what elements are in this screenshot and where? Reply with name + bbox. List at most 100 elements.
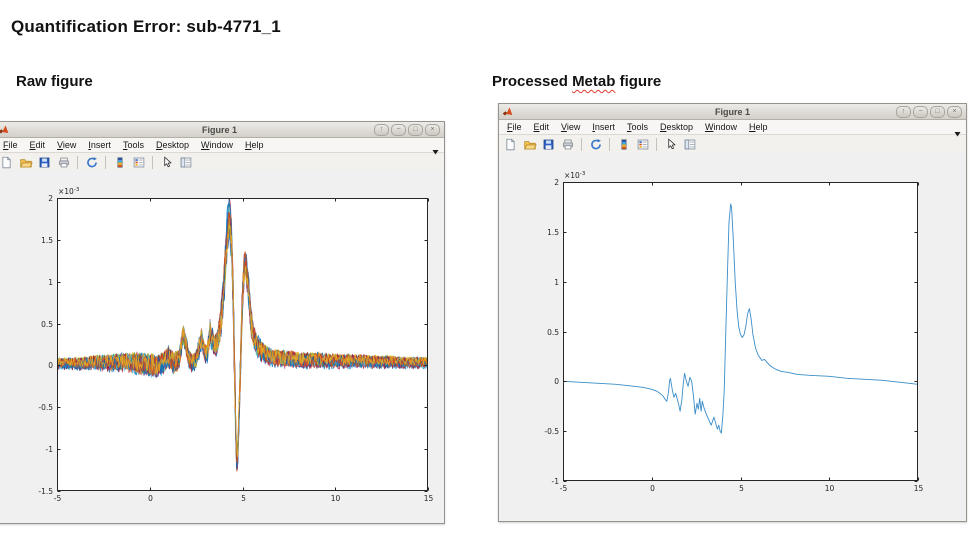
raw-figure-window: Figure 1 ↑ − □ × File Edit View Insert Tools Des… — [0, 121, 445, 524]
svg-text:10: 10 — [331, 494, 341, 503]
minimize-button[interactable]: − — [391, 123, 406, 136]
menu-item-file[interactable]: File — [3, 140, 18, 150]
svg-text:0: 0 — [554, 377, 559, 386]
processed-figure-window: Figure 1 ↑ − □ × File Edit View Insert Tools Des… — [498, 103, 967, 522]
edit-plot-icon — [667, 137, 676, 149]
print-icon — [562, 139, 573, 149]
shade-button[interactable]: ↑ — [374, 123, 389, 136]
open-icon — [19, 158, 33, 167]
save-button[interactable] — [36, 154, 53, 170]
raw-window-menubar: File Edit View Insert Tools Desktop Window Help — [0, 138, 444, 155]
menu-item-insert[interactable]: Insert — [88, 140, 111, 150]
svg-text:0.5: 0.5 — [41, 320, 53, 329]
new-figure-button[interactable] — [0, 154, 15, 170]
svg-text:2: 2 — [554, 178, 559, 187]
svg-text:1.5: 1.5 — [547, 228, 559, 237]
svg-text:2: 2 — [48, 194, 53, 203]
close-button[interactable]: × — [425, 123, 440, 136]
close-button[interactable]: × — [947, 105, 962, 118]
menubar-overflow-icon[interactable] — [432, 142, 439, 160]
insert-legend-icon — [637, 139, 648, 149]
link-plot-button[interactable] — [587, 136, 604, 152]
svg-text:×10-3: ×10-3 — [58, 187, 80, 196]
svg-text:5: 5 — [739, 484, 744, 493]
menu-item-help[interactable]: Help — [749, 122, 768, 132]
svg-text:-1: -1 — [552, 477, 560, 486]
insert-colorbar-button[interactable] — [615, 136, 632, 152]
insert-legend-button[interactable] — [130, 154, 147, 170]
toolbar-separator — [581, 137, 582, 151]
open-icon — [523, 140, 537, 149]
raw-figure-heading: Raw figure — [16, 73, 93, 90]
edit-plot-icon — [163, 155, 172, 167]
menu-item-tools[interactable]: Tools — [122, 140, 144, 150]
save-button[interactable] — [540, 136, 557, 152]
plot-browser-icon — [180, 157, 191, 167]
processed-plot-axes[interactable]: -5 0 5 10 15 -1 -0.5 0 0.5 1 1.5 2 ×10-3 — [544, 171, 923, 493]
svg-text:1: 1 — [48, 278, 53, 287]
menu-item-edit[interactable]: Edit — [533, 122, 550, 132]
svg-text:0: 0 — [650, 484, 655, 493]
menu-item-tools[interactable]: Tools — [626, 122, 648, 132]
link-plot-icon — [86, 156, 97, 167]
page-title: Quantification Error: sub-4771_1 — [11, 17, 281, 36]
raw-plot-axes[interactable]: -5 0 5 10 15 -1.5 -1 -0.5 0 0.5 1 1.5 2 ×10-3 — [38, 187, 433, 503]
svg-text:-1.5: -1.5 — [38, 487, 53, 496]
metab-figure-canvas: -5 0 5 10 15 -1 -0.5 0 0.5 1 1.5 2 ×10-3 — [499, 152, 966, 521]
plot-browser-button[interactable] — [177, 154, 194, 170]
new-figure-button[interactable] — [502, 136, 519, 152]
menu-item-desktop[interactable]: Desktop — [155, 140, 189, 150]
insert-colorbar-icon — [620, 138, 627, 150]
insert-legend-icon — [133, 157, 144, 167]
menu-item-desktop[interactable]: Desktop — [659, 122, 693, 132]
insert-colorbar-button[interactable] — [111, 154, 128, 170]
svg-text:-5: -5 — [560, 484, 568, 493]
misspelled-word: Metab — [572, 73, 616, 90]
svg-text:15: 15 — [914, 484, 924, 493]
window-buttons: ↑ − □ × — [374, 123, 440, 136]
svg-text:-0.5: -0.5 — [38, 403, 53, 412]
window-buttons: ↑ − □ × — [896, 105, 962, 118]
menubar-overflow-icon[interactable] — [954, 124, 961, 142]
svg-text:1: 1 — [554, 278, 559, 287]
edit-plot-button[interactable] — [158, 154, 175, 170]
menu-item-insert[interactable]: Insert — [592, 122, 615, 132]
menu-item-window[interactable]: Window — [200, 140, 233, 150]
menu-item-view[interactable]: View — [57, 140, 77, 150]
toolbar-separator — [656, 137, 657, 151]
metab-window-titlebar[interactable]: Figure 1 ↑ − □ × — [499, 104, 966, 120]
menu-item-edit[interactable]: Edit — [29, 140, 46, 150]
svg-text:-1: -1 — [46, 445, 54, 454]
insert-colorbar-icon — [116, 156, 123, 168]
print-button[interactable] — [55, 154, 72, 170]
plot-browser-button[interactable] — [681, 136, 698, 152]
menu-item-view[interactable]: View — [561, 122, 581, 132]
maximize-button[interactable]: □ — [408, 123, 423, 136]
insert-legend-button[interactable] — [634, 136, 651, 152]
link-plot-button[interactable] — [83, 154, 100, 170]
svg-text:×10-3: ×10-3 — [564, 171, 586, 180]
processed-heading-pre: Processed — [492, 73, 568, 90]
menu-item-help[interactable]: Help — [245, 140, 264, 150]
matlab-logo-icon — [502, 106, 513, 117]
raw-figure-canvas: -5 0 5 10 15 -1.5 -1 -0.5 0 0.5 1 1.5 2 ×10-3 — [0, 170, 444, 523]
matlab-logo-icon — [0, 124, 9, 135]
toolbar-separator — [152, 155, 153, 169]
maximize-button[interactable]: □ — [930, 105, 945, 118]
plot-browser-icon — [684, 139, 695, 149]
svg-text:-5: -5 — [54, 494, 62, 503]
minimize-button[interactable]: − — [913, 105, 928, 118]
edit-plot-button[interactable] — [662, 136, 679, 152]
print-button[interactable] — [559, 136, 576, 152]
shade-button[interactable]: ↑ — [896, 105, 911, 118]
svg-text:10: 10 — [825, 484, 835, 493]
svg-text:0: 0 — [48, 361, 53, 370]
open-button[interactable] — [521, 136, 538, 152]
menu-item-window[interactable]: Window — [704, 122, 737, 132]
menu-item-file[interactable]: File — [507, 122, 522, 132]
open-button[interactable] — [17, 154, 34, 170]
svg-text:-0.5: -0.5 — [544, 427, 559, 436]
new-figure-icon — [506, 138, 515, 150]
processed-plot-svg: -5 0 5 10 15 -1 -0.5 0 0.5 1 1.5 2 ×10-3 — [544, 171, 923, 493]
raw-window-titlebar[interactable]: Figure 1 ↑ − □ × — [0, 122, 444, 138]
